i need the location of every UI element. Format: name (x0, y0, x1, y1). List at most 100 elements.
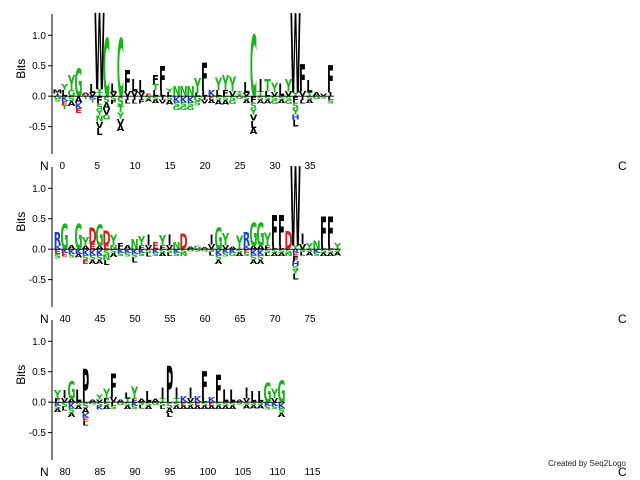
logo-letter: Y (130, 384, 138, 404)
x-tick-label: 30 (270, 161, 282, 172)
c-terminus-label: C (618, 159, 627, 173)
logo-letter: A (201, 405, 209, 410)
logo-letter: V (110, 396, 118, 404)
logo-letter: S (285, 95, 292, 102)
logo-letter: P (82, 359, 89, 413)
logo-letter: Y (235, 93, 244, 97)
logo-letter: S (152, 252, 159, 257)
logo-letter: A (236, 252, 244, 257)
logo-letter: S (215, 401, 222, 407)
logo-letter: N (312, 238, 320, 252)
x-tick-label: 40 (60, 314, 72, 325)
logo-letter: P (166, 358, 173, 415)
logo-letter: D (102, 226, 110, 250)
logo-letter: Y (284, 77, 292, 97)
logo-letter: S (131, 405, 138, 410)
logo-letter: A (75, 253, 83, 259)
logo-letter: L (131, 99, 137, 105)
logo-letter: G (152, 401, 160, 406)
logo-letter: A (257, 245, 265, 250)
logo-letter: G (187, 106, 195, 112)
logo-letter: R (292, 248, 300, 254)
logo-letter: A (68, 412, 76, 418)
logo-letter: Y (116, 112, 125, 121)
logo-letter: A (89, 259, 97, 265)
logo-letter: S (117, 94, 124, 109)
logo-letter: V (61, 398, 69, 404)
logo-letter: F (152, 73, 159, 88)
logo-letter: L (103, 259, 110, 267)
logo-letter: E (208, 95, 215, 101)
logo-letter: L (257, 388, 263, 406)
n-terminus-label: N (40, 465, 49, 479)
logo-letter: K (89, 95, 98, 100)
logo-letter: S (117, 252, 124, 257)
logo-letter: S (299, 248, 306, 253)
logo-letter: L (138, 404, 144, 409)
logo-letter: I (168, 231, 172, 249)
logo-letter: S (250, 254, 257, 262)
logo-letter: A (124, 405, 132, 410)
logo-letter: S (306, 95, 313, 101)
logo-letter: G (201, 248, 209, 252)
logo-letter: V (89, 92, 97, 97)
logo-letter: S (103, 96, 110, 105)
logo-letter: I (63, 388, 67, 402)
logo-letter: Y (158, 232, 166, 250)
logo-letter: S (215, 254, 222, 262)
logo-letter: T (124, 398, 132, 404)
logo-letter: A (159, 252, 167, 257)
logo-letter: F (278, 208, 285, 256)
logo-letter: S (110, 248, 117, 255)
x-tick-label: 115 (305, 467, 321, 478)
logo-letter: T (159, 398, 167, 404)
logo-letter: S (96, 254, 103, 262)
logo-letter: K (271, 401, 280, 407)
logo-letter: F (117, 243, 124, 252)
logo-letter: G (96, 221, 104, 255)
logo-letter: N (95, 115, 103, 124)
logo-letter: S (278, 248, 285, 254)
logo-letter: A (222, 405, 230, 410)
logo-letter: I (161, 95, 165, 101)
x-tick-label: 85 (95, 467, 107, 478)
logo-letter: K (117, 248, 126, 254)
logo-letter: K (61, 248, 70, 254)
logo-letter: S (250, 102, 257, 111)
y-axis-label: Bits (14, 212, 28, 232)
y-tick-label: -0.5 (29, 122, 47, 133)
logo-letter: S (145, 248, 152, 254)
logo-letter: S (68, 253, 75, 259)
logo-letter: V (96, 399, 104, 403)
logo-letter: W (94, 0, 105, 114)
logo-letter: I (126, 95, 130, 101)
logo-letter: A (173, 405, 181, 410)
logo-letter: F (110, 366, 117, 405)
logo-letter: S (96, 401, 103, 407)
logo-letter: S (271, 405, 278, 410)
logo-letter: A (96, 245, 104, 250)
logo-letter: A (103, 405, 111, 410)
logo-letter: I (210, 232, 214, 248)
logo-letter: K (96, 249, 105, 258)
logo-letter: L (292, 118, 299, 129)
logo-letter: Y (165, 88, 174, 94)
logo-letter: A (124, 245, 132, 251)
logo-letter: V (285, 90, 293, 98)
logo-letter: V (124, 90, 132, 98)
logo-letter: G (68, 90, 76, 99)
logo-letter: A (264, 99, 272, 105)
logo-letter: S (250, 401, 257, 406)
logo-letter: A (243, 99, 251, 104)
logo-letter: K (278, 402, 287, 411)
logo-letter: N (109, 245, 117, 251)
logo-letter: L (208, 251, 214, 256)
logo-letter: F (320, 209, 327, 256)
logo-letter: V (131, 90, 139, 98)
logo-letter: S (194, 248, 201, 252)
logo-letter: N (179, 84, 187, 100)
logo-letter: A (327, 252, 335, 257)
x-tick-label: 10 (130, 161, 142, 172)
logo-letter: K (187, 96, 196, 105)
